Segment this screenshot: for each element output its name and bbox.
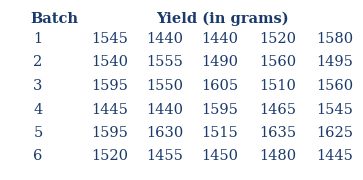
Text: 1440: 1440: [147, 102, 184, 116]
Text: 1580: 1580: [317, 32, 354, 46]
Text: 1445: 1445: [317, 150, 354, 163]
Text: 1545: 1545: [91, 32, 129, 46]
Text: 1450: 1450: [201, 150, 238, 163]
Text: 6: 6: [33, 150, 43, 163]
Text: 1635: 1635: [260, 126, 297, 140]
Text: 5: 5: [33, 126, 42, 140]
Text: 1545: 1545: [317, 102, 354, 116]
Text: 1560: 1560: [260, 55, 297, 69]
Text: 1440: 1440: [201, 32, 238, 46]
Text: 1595: 1595: [91, 126, 129, 140]
Text: 1520: 1520: [260, 32, 297, 46]
Text: 1490: 1490: [201, 55, 238, 69]
Text: 1595: 1595: [91, 79, 129, 93]
Text: 1605: 1605: [201, 79, 238, 93]
Text: 1520: 1520: [91, 150, 129, 163]
Text: 1445: 1445: [91, 102, 129, 116]
Text: 1515: 1515: [201, 126, 238, 140]
Text: 4: 4: [33, 102, 42, 116]
Text: 2: 2: [33, 55, 42, 69]
Text: 1560: 1560: [317, 79, 354, 93]
Text: 1440: 1440: [147, 32, 184, 46]
Text: 1510: 1510: [260, 79, 297, 93]
Text: 1625: 1625: [317, 126, 354, 140]
Text: 3: 3: [33, 79, 43, 93]
Text: 1555: 1555: [147, 55, 183, 69]
Text: 1480: 1480: [260, 150, 297, 163]
Text: 1550: 1550: [147, 79, 184, 93]
Text: 1495: 1495: [317, 55, 354, 69]
Text: 1630: 1630: [146, 126, 184, 140]
Text: Yield (in grams): Yield (in grams): [156, 12, 289, 26]
Text: 1465: 1465: [260, 102, 297, 116]
Text: 1: 1: [33, 32, 42, 46]
Text: 1595: 1595: [201, 102, 238, 116]
Text: 1455: 1455: [147, 150, 183, 163]
Text: 1540: 1540: [91, 55, 129, 69]
Text: Batch: Batch: [30, 12, 78, 26]
